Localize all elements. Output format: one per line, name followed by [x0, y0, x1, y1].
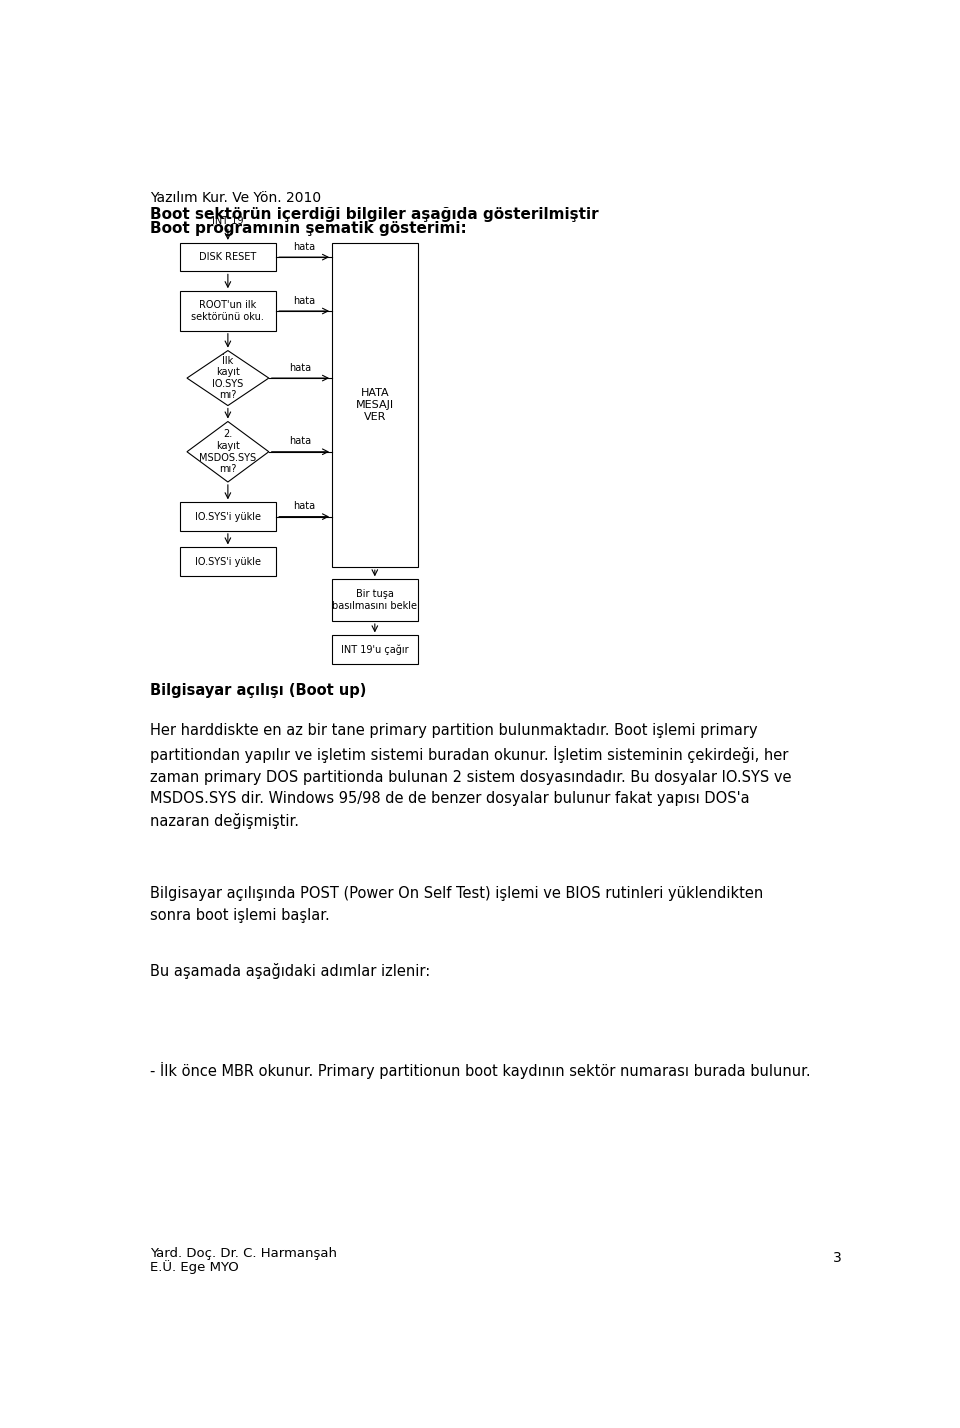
FancyBboxPatch shape [332, 635, 418, 664]
Text: hata: hata [293, 241, 315, 251]
FancyBboxPatch shape [180, 503, 276, 531]
Text: Boot programının şematik gösterimi:: Boot programının şematik gösterimi: [150, 221, 467, 236]
Text: Bilgisayar açılışı (Boot up): Bilgisayar açılışı (Boot up) [150, 683, 366, 698]
FancyBboxPatch shape [180, 243, 276, 271]
Text: E.Ü. Ege MYO: E.Ü. Ege MYO [150, 1259, 238, 1274]
Text: 3: 3 [833, 1251, 842, 1265]
Polygon shape [187, 421, 269, 483]
Text: DISK RESET: DISK RESET [200, 253, 256, 263]
FancyBboxPatch shape [180, 547, 276, 575]
Polygon shape [187, 351, 269, 406]
FancyBboxPatch shape [332, 580, 418, 621]
FancyBboxPatch shape [180, 291, 276, 331]
FancyBboxPatch shape [332, 243, 418, 567]
Text: hata: hata [289, 436, 311, 446]
Text: hata: hata [293, 296, 315, 306]
Text: Yazılım Kur. Ve Yön. 2010: Yazılım Kur. Ve Yön. 2010 [150, 191, 321, 206]
Text: INT 19: INT 19 [212, 216, 244, 226]
Text: - İlk önce MBR okunur. Primary partitionun boot kaydının sektör numarası burada : - İlk önce MBR okunur. Primary partition… [150, 1062, 810, 1080]
Text: Bilgisayar açılışında POST (Power On Self Test) işlemi ve BIOS rutinleri yüklend: Bilgisayar açılışında POST (Power On Sel… [150, 885, 763, 922]
Text: 2.
kayıt
MSDOS.SYS
mı?: 2. kayıt MSDOS.SYS mı? [200, 430, 256, 474]
Text: IO.SYS'i yükle: IO.SYS'i yükle [195, 557, 261, 567]
Text: Yard. Doç. Dr. C. Harmanşah: Yard. Doç. Dr. C. Harmanşah [150, 1247, 337, 1259]
Text: İlk
kayıt
IO.SYS
mı?: İlk kayıt IO.SYS mı? [212, 356, 244, 400]
Text: hata: hata [289, 363, 311, 373]
Text: Bu aşamada aşağıdaki adımlar izlenir:: Bu aşamada aşağıdaki adımlar izlenir: [150, 962, 430, 980]
Text: HATA
MESAJI
VER: HATA MESAJI VER [356, 388, 394, 421]
Text: Boot sektörün içerdiği bilgiler aşağıda gösterilmiştir: Boot sektörün içerdiği bilgiler aşağıda … [150, 207, 598, 221]
Text: Bir tuşa
basılmasını bekle: Bir tuşa basılmasını bekle [332, 590, 418, 611]
Text: hata: hata [293, 501, 315, 511]
Text: INT 19'u çağır: INT 19'u çağır [341, 644, 409, 655]
Text: ROOT'un ilk
sektörünü oku.: ROOT'un ilk sektörünü oku. [191, 300, 264, 321]
Text: Her harddiskte en az bir tane primary partition bulunmaktadır. Boot işlemi prima: Her harddiskte en az bir tane primary pa… [150, 724, 791, 830]
Text: IO.SYS'i yükle: IO.SYS'i yükle [195, 511, 261, 521]
